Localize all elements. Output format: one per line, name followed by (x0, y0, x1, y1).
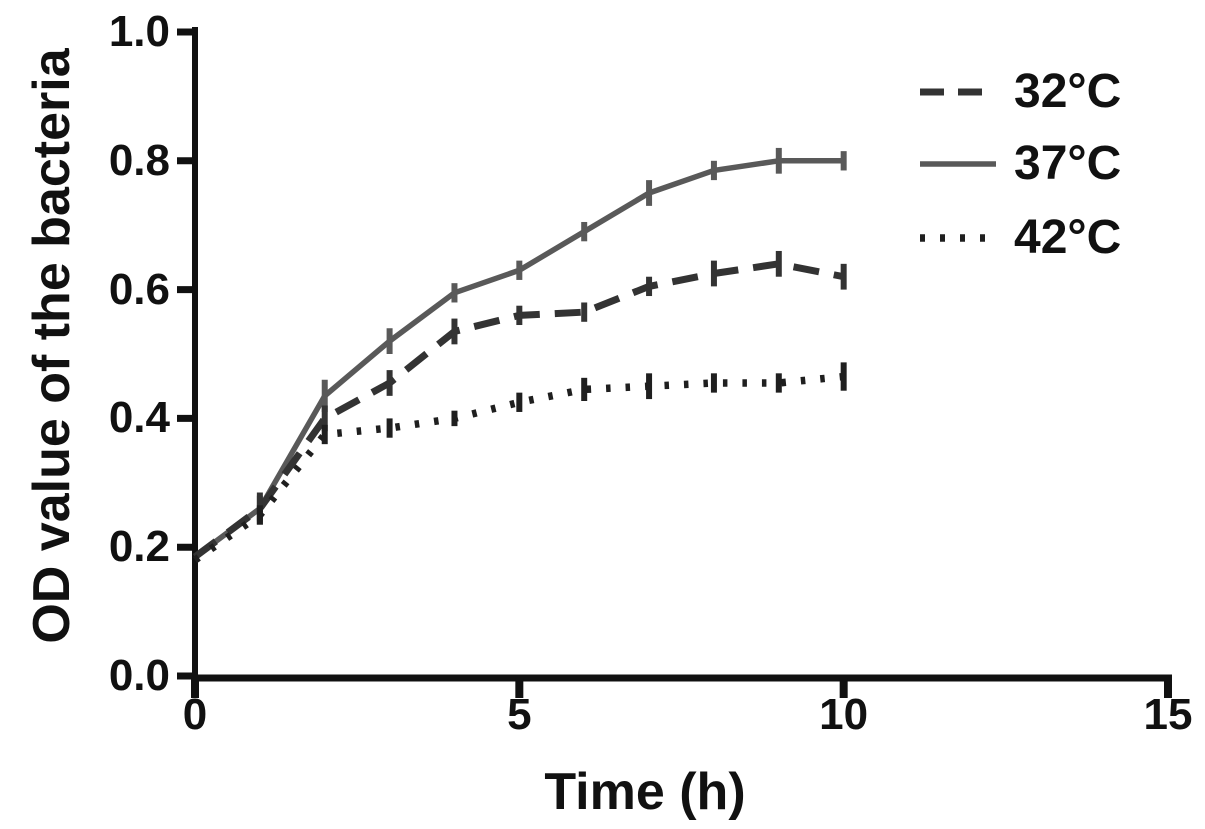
x-tick-label: 15 (1143, 690, 1193, 739)
x-axis-title: Time (h) (544, 763, 746, 821)
legend-swatch-dotted-line-icon (918, 218, 998, 258)
x-tick-label: 10 (819, 690, 869, 739)
legend-item-32c: 32°C (918, 65, 1122, 118)
y-tick-label: 0.6 (108, 264, 170, 314)
series-layer (192, 147, 847, 564)
legend-item-42c: 42°C (918, 211, 1122, 264)
x-tick-label: 0 (182, 690, 208, 739)
legend-swatch-line (920, 88, 996, 96)
legend-swatch-solid-line-icon (918, 144, 998, 184)
y-tick-label: 0.0 (108, 651, 170, 700)
legend-swatch-line (920, 161, 996, 167)
legend-label: 37°C (1014, 137, 1122, 190)
legend-swatch-line (920, 234, 996, 242)
legend-item-37c: 37°C (918, 137, 1122, 190)
y-tick-label: 0.2 (108, 522, 170, 572)
y-axis-title: OD value of the bacteria (23, 48, 81, 644)
legend-swatch-dashed-line-icon (918, 72, 998, 112)
y-tick-label: 0.8 (108, 135, 170, 185)
y-tick-label: 1.0 (108, 7, 170, 56)
legend-label: 42°C (1014, 211, 1122, 264)
y-tick-label: 0.4 (108, 393, 170, 443)
x-tick-label: 5 (507, 690, 532, 739)
axes-layer (177, 27, 1172, 698)
series-line-37c (193, 158, 844, 560)
legend-label: 32°C (1014, 65, 1122, 118)
